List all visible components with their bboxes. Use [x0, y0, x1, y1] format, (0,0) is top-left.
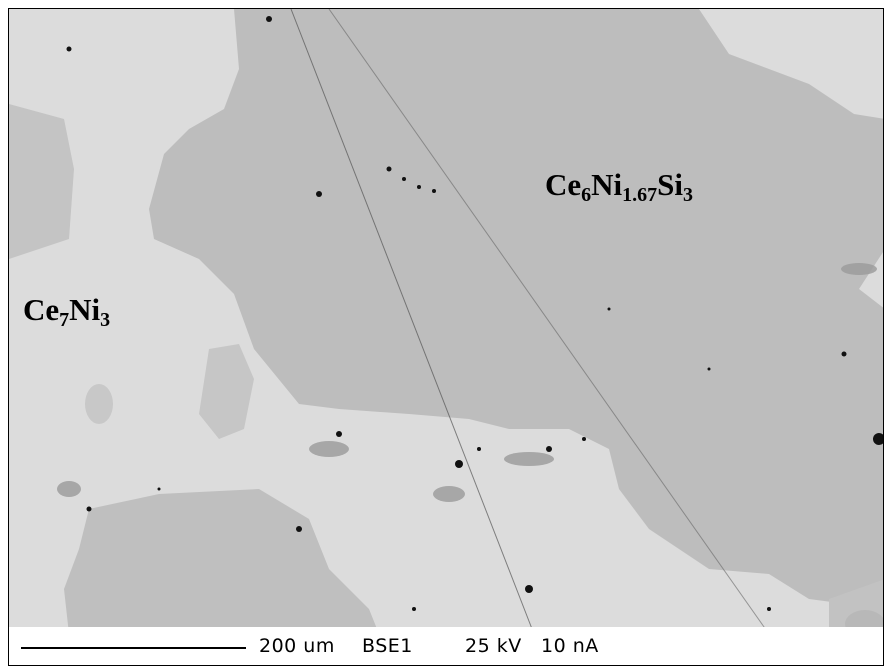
phase-label-ce7ni3: Ce7Ni3	[23, 292, 111, 331]
scratch-line	[328, 9, 770, 634]
voltage-label: 25 kV	[465, 635, 522, 657]
boundary-debris	[57, 263, 877, 502]
scratch-line	[290, 9, 535, 634]
scale-bar	[21, 647, 246, 649]
detector-label: BSE1	[362, 635, 413, 657]
large-grain-region	[149, 9, 883, 609]
current-label: 10 nA	[541, 635, 599, 657]
small-grain-region	[199, 344, 254, 439]
sem-micrograph-frame: Ce6Ni1.67Si3 Ce7Ni3 200 um BSE1 25 kV 10…	[8, 8, 884, 666]
phase-label-ce6ni1.67si3: Ce6Ni1.67Si3	[545, 167, 694, 206]
lower-grain-region	[64, 489, 379, 634]
pores	[66, 16, 883, 611]
scale-label: 200 um	[259, 635, 335, 657]
left-grain-region	[9, 104, 74, 259]
sem-info-bar: 200 um BSE1 25 kV 10 nA	[9, 627, 883, 665]
bse-micrograph	[9, 9, 883, 634]
small-inclusion	[85, 384, 113, 424]
